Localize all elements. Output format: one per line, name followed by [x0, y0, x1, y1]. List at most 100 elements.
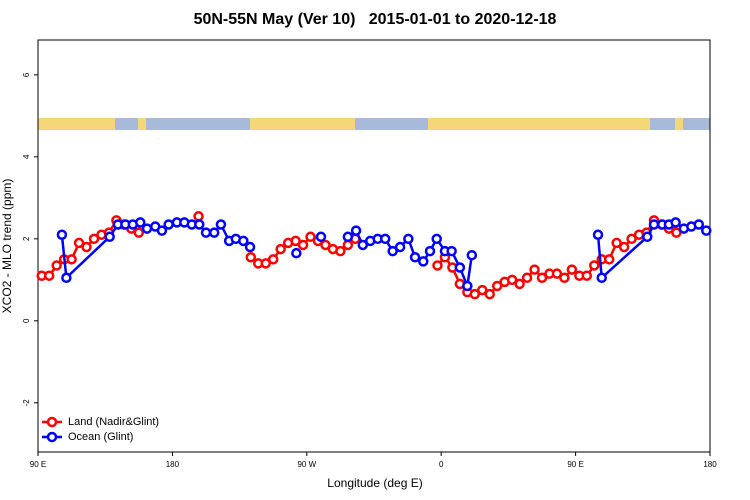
data-point: [551, 268, 563, 279]
legend-label: Ocean (Glint): [68, 431, 133, 443]
land-strip: [250, 118, 355, 130]
data-point: [133, 227, 145, 238]
legend-label: Land (Nadir&Glint): [68, 416, 159, 428]
data-point: [581, 270, 593, 281]
data-point: [260, 258, 271, 269]
data-point: [73, 237, 85, 249]
data-point: [431, 233, 442, 245]
y-tick-label: 6: [22, 72, 31, 77]
x-tick-label: 90 W: [297, 460, 316, 469]
data-point: [466, 249, 478, 261]
data-point: [603, 254, 615, 265]
data-point: [357, 239, 369, 251]
data-point: [290, 235, 301, 247]
x-tick-label: 90 E: [567, 460, 583, 469]
data-point: [291, 247, 302, 259]
data-point: [626, 233, 637, 245]
y-tick-label: 4: [22, 154, 31, 159]
data-point: [432, 260, 443, 271]
data-point: [135, 217, 146, 228]
data-point: [305, 231, 316, 243]
data-point: [43, 270, 55, 281]
data-point: [387, 245, 398, 257]
data-point: [454, 262, 466, 273]
land-strip: [428, 118, 650, 130]
data-point: [342, 239, 354, 251]
land-mask-strip: [38, 118, 710, 130]
data-point: [342, 231, 354, 243]
data-point: [446, 245, 457, 257]
data-point: [521, 272, 533, 284]
plot-frame: [37, 39, 711, 453]
data-point: [618, 241, 630, 253]
data-point: [418, 256, 429, 267]
chart-title: 50N-55N May (Ver 10) 2015-01-01 to 2020-…: [194, 11, 557, 28]
data-point: [642, 231, 653, 243]
data-point: [671, 227, 682, 238]
y-axis-label: XCO2 - MLO trend (ppm): [0, 179, 14, 314]
data-point: [208, 227, 220, 238]
data-point: [350, 225, 362, 236]
data-point: [163, 219, 174, 230]
data-point: [648, 219, 660, 230]
data-point: [566, 264, 578, 275]
x-tick-label: 0: [439, 460, 444, 469]
data-point: [409, 252, 421, 263]
data-point: [462, 280, 473, 292]
data-point: [104, 231, 115, 243]
data-point: [81, 241, 92, 253]
legend-swatch-marker: [46, 431, 58, 443]
data-point: [238, 235, 249, 247]
data-point: [156, 225, 168, 236]
data-point: [484, 288, 495, 300]
data-point: [693, 219, 705, 230]
data-point: [491, 280, 503, 292]
data-point: [596, 272, 607, 284]
data-point: [267, 254, 279, 265]
data-point: [51, 260, 62, 271]
data-point: [701, 225, 712, 236]
data-point: [66, 254, 77, 265]
data-point: [61, 272, 72, 284]
y-tick-label: 0: [22, 318, 31, 323]
data-point: [536, 272, 548, 284]
x-tick-label: 180: [703, 460, 717, 469]
data-point: [56, 229, 68, 240]
data-point: [514, 278, 525, 290]
data-point: [469, 288, 481, 300]
data-point: [424, 245, 436, 257]
data-point: [200, 227, 212, 238]
data-point: [297, 239, 309, 251]
land-strip: [38, 118, 115, 130]
data-point: [244, 241, 256, 253]
data-point: [245, 252, 257, 263]
data-point: [335, 245, 346, 257]
y-tick-label: -2: [22, 399, 31, 407]
data-point: [589, 260, 600, 271]
data-point: [215, 219, 227, 230]
data-point: [141, 223, 153, 234]
data-point: [320, 239, 331, 251]
legend-swatch-marker: [46, 416, 58, 428]
data-point: [592, 229, 604, 240]
data-point: [88, 233, 100, 245]
x-tick-label: 90 E: [30, 460, 46, 469]
data-point: [315, 231, 327, 243]
data-point: [477, 284, 488, 296]
data-point: [394, 241, 406, 253]
x-tick-label: 180: [166, 460, 180, 469]
x-axis-label: Longitude (deg E): [327, 476, 422, 490]
y-tick-label: 2: [22, 236, 31, 241]
data-point: [403, 233, 414, 245]
data-point: [670, 217, 681, 228]
data-point: [194, 219, 205, 230]
data-point: [379, 233, 391, 245]
data-point: [529, 264, 540, 275]
data-point: [559, 272, 570, 284]
data-point: [611, 237, 622, 249]
data-point: [193, 211, 204, 222]
data-point: [506, 274, 518, 286]
land-strip: [138, 118, 146, 130]
data-point: [275, 243, 286, 255]
